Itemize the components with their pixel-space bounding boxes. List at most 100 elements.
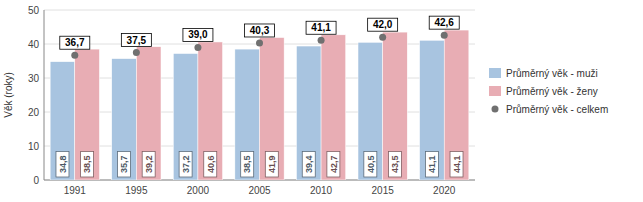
total-label-box bbox=[60, 36, 90, 49]
legend-swatch bbox=[492, 106, 499, 113]
bar-label-text: 37,2 bbox=[181, 155, 191, 173]
legend: Průměrný věk - mužiPrůměrný věk - ženyPr… bbox=[489, 68, 608, 115]
total-label-box bbox=[306, 21, 336, 34]
bar-label: 39,2 bbox=[142, 151, 155, 177]
total-label-text: 36,7 bbox=[65, 37, 85, 48]
x-tick-label: 2000 bbox=[187, 185, 210, 196]
y-tick-label: 50 bbox=[28, 5, 40, 16]
bar-label-box bbox=[302, 151, 315, 177]
bar-label-text: 44,1 bbox=[452, 155, 462, 173]
x-tick-label: 2010 bbox=[310, 185, 333, 196]
bar-label-box bbox=[204, 151, 217, 177]
x-tick-label: 2020 bbox=[433, 185, 456, 196]
data-labels: 34,8 35,7 37,2 38,5 39,4 40,5 41,1 38,5 39,2 40,6… bbox=[56, 16, 463, 177]
bar-label-box bbox=[81, 151, 94, 177]
total-label-box bbox=[121, 34, 151, 47]
bar bbox=[136, 47, 161, 180]
bar bbox=[260, 38, 285, 180]
bar-label-box bbox=[425, 151, 438, 177]
total-label-text: 42,6 bbox=[434, 17, 454, 28]
total-label-text: 41,1 bbox=[311, 22, 331, 33]
bar-label-text: 41,9 bbox=[267, 155, 277, 173]
bar bbox=[112, 59, 137, 180]
point bbox=[194, 44, 201, 51]
x-tick-label: 2015 bbox=[372, 185, 395, 196]
bar-label-text: 43,5 bbox=[390, 155, 400, 173]
total-label-box bbox=[429, 16, 459, 29]
bar-label: 37,2 bbox=[179, 151, 192, 177]
point bbox=[441, 32, 448, 39]
point bbox=[133, 49, 140, 56]
bar-label-box bbox=[142, 151, 155, 177]
y-tick-label: 40 bbox=[28, 39, 40, 50]
point bbox=[256, 39, 263, 46]
bar-label: 39,4 bbox=[302, 151, 315, 177]
bar-label: 35,7 bbox=[118, 151, 131, 177]
bar-label: 44,1 bbox=[450, 151, 463, 177]
total-label-text: 42,0 bbox=[373, 19, 393, 30]
bar bbox=[358, 42, 383, 180]
bar-label-text: 41,1 bbox=[427, 155, 437, 173]
bar bbox=[75, 49, 100, 180]
bar bbox=[296, 46, 321, 180]
bar-label: 38,5 bbox=[241, 151, 254, 177]
total-label-box bbox=[245, 24, 275, 37]
total-label-box bbox=[183, 28, 213, 41]
bar bbox=[173, 54, 198, 180]
y-axis-line bbox=[44, 10, 45, 180]
y-tick-label: 10 bbox=[28, 141, 40, 152]
legend-swatch bbox=[489, 68, 501, 78]
bar-label-text: 42,7 bbox=[329, 155, 339, 173]
bar-label-box bbox=[118, 151, 131, 177]
bar-label-text: 39,4 bbox=[304, 155, 314, 173]
total-label-text: 40,3 bbox=[250, 25, 270, 36]
x-tick-label: 1995 bbox=[125, 185, 148, 196]
bar-label-text: 38,5 bbox=[82, 155, 92, 173]
bar-label: 42,7 bbox=[327, 151, 340, 177]
bar-label: 43,5 bbox=[388, 151, 401, 177]
y-tick-label: 30 bbox=[28, 73, 40, 84]
bar bbox=[235, 49, 260, 180]
bar-label-box bbox=[179, 151, 192, 177]
x-tick-label: 2005 bbox=[248, 185, 271, 196]
total-label-text: 37,5 bbox=[127, 35, 147, 46]
bar-label-text: 34,8 bbox=[58, 155, 68, 173]
y-tick-label: 20 bbox=[28, 107, 40, 118]
total-label-box bbox=[368, 18, 398, 31]
bar-label: 34,8 bbox=[56, 151, 69, 177]
marks bbox=[50, 30, 469, 180]
bar-label-text: 40,6 bbox=[206, 155, 216, 173]
bar-label: 41,9 bbox=[265, 151, 278, 177]
x-tick-label: 1991 bbox=[64, 185, 87, 196]
point bbox=[318, 37, 325, 44]
bar-label-text: 38,5 bbox=[242, 155, 252, 173]
bar bbox=[50, 62, 75, 180]
axes: 0 10 20 30 40 50 1991 1995 2000 2005 2010 2015 2020 bbox=[28, 5, 475, 197]
grid-line bbox=[44, 10, 475, 11]
legend-label: Průměrný věk - celkem bbox=[506, 104, 608, 115]
legend-swatch bbox=[489, 86, 501, 96]
bar-label: 41,1 bbox=[425, 151, 438, 177]
bar bbox=[420, 40, 445, 180]
bar bbox=[444, 30, 469, 180]
y-tick-label: 0 bbox=[33, 175, 39, 186]
bar-label: 40,5 bbox=[364, 151, 377, 177]
legend-label: Průměrný věk - muži bbox=[506, 68, 598, 79]
bar bbox=[198, 42, 223, 180]
bar-label: 40,6 bbox=[204, 151, 217, 177]
bar-label: 38,5 bbox=[81, 151, 94, 177]
total-label-text: 39,0 bbox=[188, 29, 208, 40]
bar-label-box bbox=[364, 151, 377, 177]
bar-label-box bbox=[265, 151, 278, 177]
point bbox=[379, 34, 386, 41]
bar-label-box bbox=[450, 151, 463, 177]
chart: 0 10 20 30 40 50 1991 1995 2000 2005 2010 2015 2020 V… bbox=[0, 0, 643, 202]
bar-label-box bbox=[388, 151, 401, 177]
bar bbox=[321, 35, 346, 180]
bar-label-text: 40,5 bbox=[366, 155, 376, 173]
y-axis-label: Věk (roky) bbox=[3, 72, 14, 118]
bar-label-box bbox=[327, 151, 340, 177]
bar-label-box bbox=[241, 151, 254, 177]
bar-label-box bbox=[56, 151, 69, 177]
bar-label-text: 35,7 bbox=[119, 155, 129, 173]
